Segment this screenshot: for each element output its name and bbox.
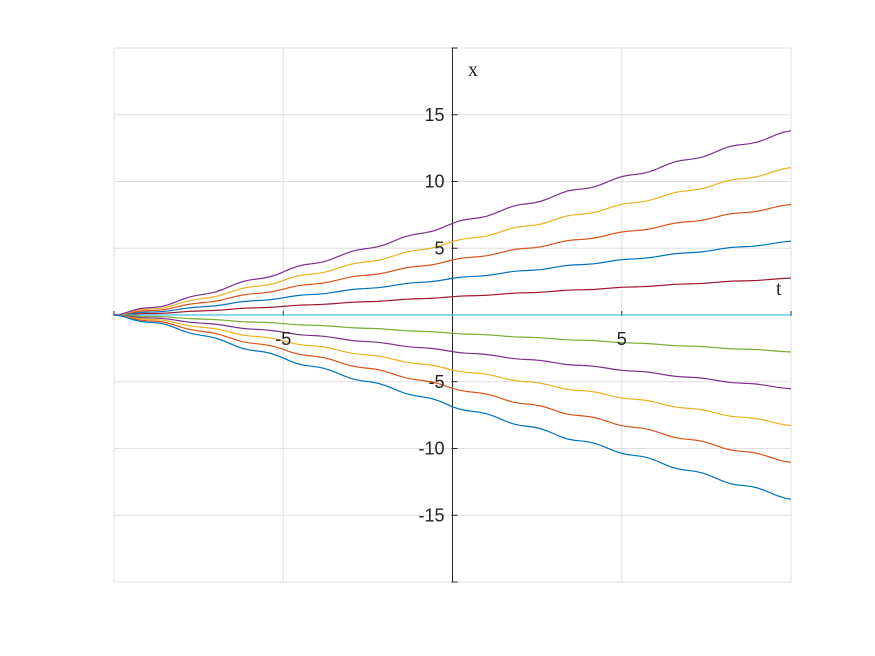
y-tick-label: 5 xyxy=(434,238,444,258)
tick-labels: -5 5 15 10 5 -5 -10 -15 xyxy=(275,105,627,526)
y-tick-label: 15 xyxy=(424,105,444,125)
y-tick-label: -15 xyxy=(418,505,444,525)
series-line-10 xyxy=(113,314,792,464)
y-tick-label: -10 xyxy=(418,439,444,459)
series-group xyxy=(113,130,792,500)
y-axis-label: x xyxy=(468,59,478,81)
series-line-8 xyxy=(113,314,792,390)
series-line-3 xyxy=(113,203,792,316)
series-line-1 xyxy=(113,277,792,316)
series-line-9 xyxy=(113,314,792,427)
series-line-2 xyxy=(113,240,792,316)
x-tick-label: -5 xyxy=(275,329,291,349)
series-line-7 xyxy=(113,314,792,353)
y-tick-label: 10 xyxy=(424,172,444,192)
x-axis-label: t xyxy=(776,278,782,300)
series-line-5 xyxy=(113,130,792,316)
series-line-4 xyxy=(113,166,792,316)
series-line-11 xyxy=(113,314,792,500)
x-tick-label: 5 xyxy=(617,329,627,349)
y-tick-label: -5 xyxy=(428,372,444,392)
